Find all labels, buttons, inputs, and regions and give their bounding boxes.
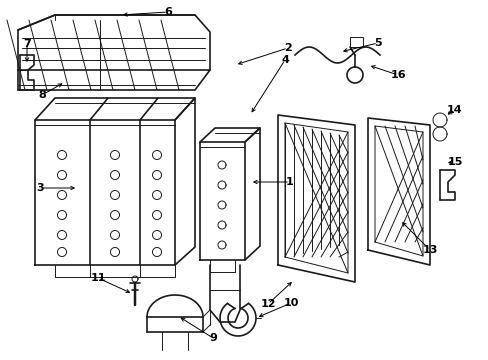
Text: 3: 3 xyxy=(36,183,44,193)
Text: 11: 11 xyxy=(90,273,105,283)
Text: 8: 8 xyxy=(38,90,46,100)
Text: 14: 14 xyxy=(446,105,462,115)
Text: 9: 9 xyxy=(209,333,217,343)
Text: 6: 6 xyxy=(164,7,172,17)
Text: 5: 5 xyxy=(373,38,381,48)
Text: 2: 2 xyxy=(284,43,291,53)
Text: 1: 1 xyxy=(285,177,293,187)
Text: 13: 13 xyxy=(422,245,437,255)
Text: 15: 15 xyxy=(447,157,462,167)
Text: 7: 7 xyxy=(23,39,31,49)
Text: 4: 4 xyxy=(281,55,288,65)
Text: 10: 10 xyxy=(283,298,298,308)
Text: 12: 12 xyxy=(260,299,275,309)
Text: 16: 16 xyxy=(389,70,405,80)
